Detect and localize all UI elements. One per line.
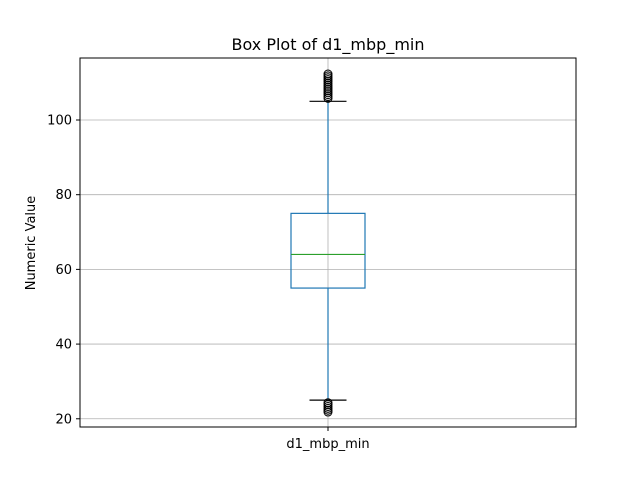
iqr-box — [290, 212, 366, 289]
y-tick-label: 20 — [55, 412, 72, 427]
y-axis-label: Numeric Value — [24, 196, 39, 291]
chart-title: Box Plot of d1_mbp_min — [232, 35, 425, 55]
y-tick-label: 60 — [55, 263, 72, 278]
y-tick-label: 100 — [47, 113, 72, 128]
outlier-point — [323, 69, 333, 79]
y-tick-label: 40 — [55, 338, 72, 353]
plot-layer — [290, 69, 366, 417]
y-tick-label: 80 — [55, 188, 72, 203]
outlier-point — [323, 398, 333, 408]
axis-layer: 20 40 60 80 100 d1_mbp_min — [47, 57, 577, 452]
x-tick-label: d1_mbp_min — [286, 437, 369, 452]
